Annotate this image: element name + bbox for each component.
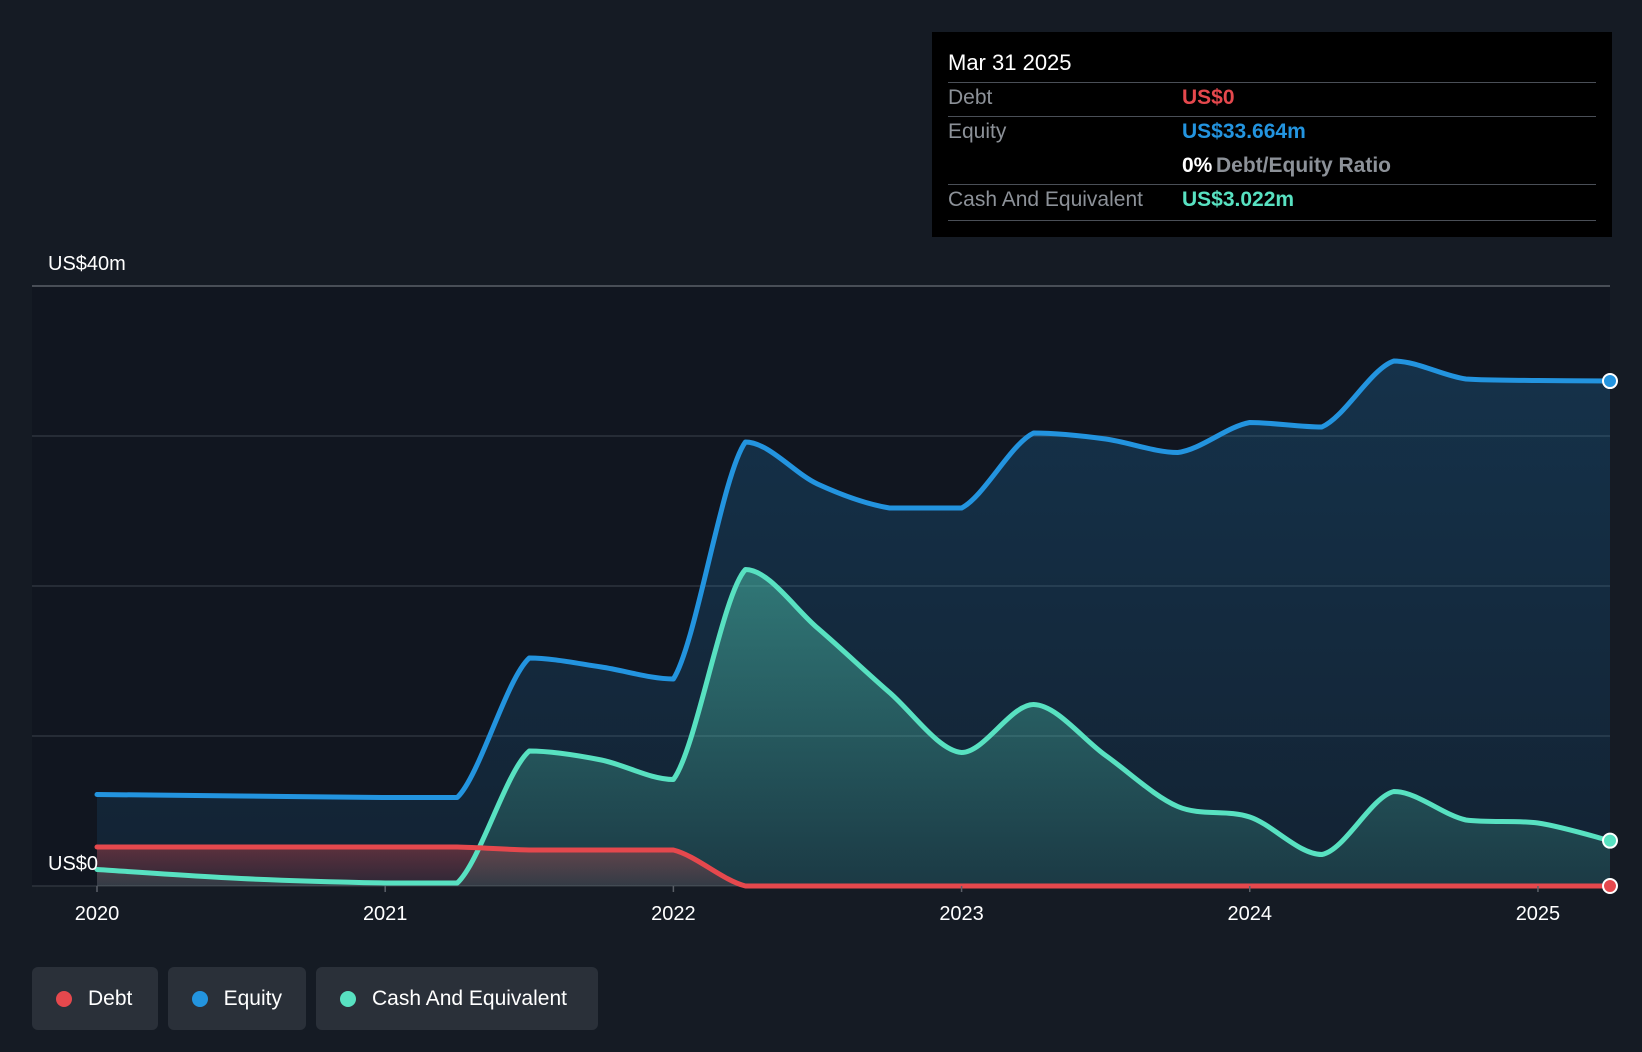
- tooltip-cash-value: US$3.022m: [1182, 188, 1295, 211]
- x-tick-label: 2022: [651, 903, 696, 925]
- legend-label: Equity: [223, 986, 282, 1010]
- equity-area: [97, 361, 1610, 886]
- legend-item-debt[interactable]: Debt: [32, 967, 158, 1030]
- x-tick-label: 2024: [1228, 903, 1273, 925]
- y-axis-top-label: US$40m: [48, 253, 126, 275]
- tooltip-divider: [948, 184, 1596, 185]
- series-lines: [94, 358, 1613, 889]
- legend-item-cash-and-equivalent[interactable]: Cash And Equivalent: [316, 967, 598, 1030]
- tooltip-panel: Mar 31 2025 Debt US$0 Equity US$33.664m …: [932, 32, 1612, 237]
- debt-line: [94, 844, 1613, 889]
- tooltip-divider: [948, 82, 1596, 83]
- tooltip-ratio-value: 0%: [1182, 154, 1213, 177]
- legend: Debt Equity Cash And Equivalent: [32, 967, 598, 1030]
- equity-line: [94, 358, 1613, 801]
- cash-and-equivalent-end-point[interactable]: [1602, 832, 1618, 849]
- cash-and-equivalent-area: [97, 569, 1610, 886]
- tooltip-debt-label: Debt: [948, 86, 993, 109]
- tooltip-cash-label: Cash And Equivalent: [948, 188, 1143, 211]
- y-axis-bottom-label: US$0: [48, 853, 98, 875]
- x-tick-label: 2023: [939, 903, 984, 925]
- tooltip-debt-value: US$0: [1182, 86, 1235, 109]
- legend-label: Cash And Equivalent: [372, 986, 567, 1010]
- equity-end-point[interactable]: [1602, 373, 1618, 390]
- tooltip-date: Mar 31 2025: [948, 50, 1072, 75]
- tooltip-divider: [948, 220, 1596, 221]
- x-tick-label: 2021: [363, 903, 408, 925]
- cash-and-equivalent-line: [94, 567, 1613, 886]
- debt-end-point[interactable]: [1602, 878, 1618, 894]
- tooltip-divider: [948, 116, 1596, 117]
- cash-dot-icon: [340, 990, 356, 1007]
- tooltip-equity-value: US$33.664m: [1182, 120, 1306, 143]
- legend-label: Debt: [88, 986, 133, 1010]
- end-markers: [1602, 373, 1618, 894]
- tooltip-ratio-label: Debt/Equity Ratio: [1216, 154, 1392, 177]
- debt-dot-icon: [56, 990, 72, 1007]
- x-tick-label: 2020: [75, 903, 120, 925]
- tooltip-equity-label: Equity: [948, 120, 1007, 143]
- x-axis-ticks: 2020 2021 2022 2023 2024 2025: [75, 886, 1560, 925]
- equity-dot-icon: [192, 990, 208, 1007]
- legend-item-equity[interactable]: Equity: [168, 967, 306, 1030]
- x-tick-label: 2025: [1516, 903, 1561, 925]
